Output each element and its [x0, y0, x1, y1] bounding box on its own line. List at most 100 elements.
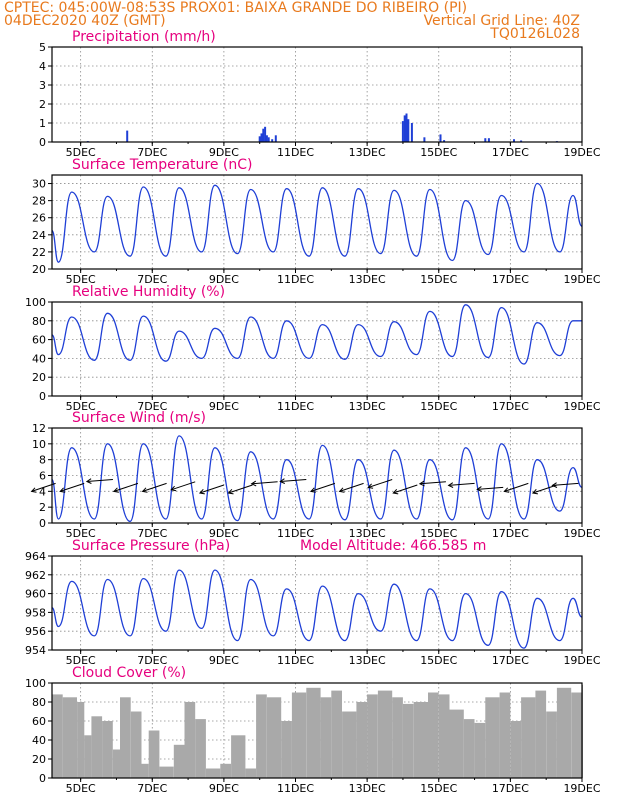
y-tick-label: 80	[32, 315, 46, 328]
cloud-cover-bar	[510, 721, 522, 778]
cloud-cover-bar	[331, 690, 342, 778]
panel-title-wind: Surface Wind (m/s)	[72, 410, 206, 426]
header-date: 04DEC2020 40Z (GMT)	[4, 13, 166, 29]
cloud-cover-bar	[256, 694, 267, 778]
wind-arrow-head	[250, 480, 257, 487]
y-tick-label: 0	[39, 517, 46, 530]
y-tick-label: 0	[39, 136, 46, 149]
rh-series-line	[51, 304, 582, 365]
precip-bar	[484, 138, 487, 142]
cloud-cover-bar	[556, 687, 572, 779]
precip-bar	[264, 126, 267, 142]
cloud-cover-bar	[206, 768, 221, 778]
x-tick-label: 5DEC	[66, 654, 96, 667]
wind-arrow-head	[170, 485, 177, 492]
y-tick-label: 956	[25, 625, 46, 638]
y-tick-label: 20	[32, 263, 46, 276]
wind-arrow-shaft	[339, 482, 364, 492]
cloud-cover-bar	[535, 690, 547, 778]
wind-arrow-shaft	[419, 481, 446, 485]
cloud-cover-bar	[266, 697, 282, 779]
y-tick-label: 2	[39, 501, 46, 514]
wind-arrow-shaft	[477, 486, 504, 490]
precip-bar	[262, 128, 265, 142]
x-tick-label: 13DEC	[349, 654, 386, 667]
panel-annotation-press: Model Altitude: 466.585 m	[300, 538, 486, 554]
cloud-cover-bar	[342, 711, 357, 778]
y-tick-label: 964	[25, 550, 46, 563]
wind-arrow-head	[227, 488, 234, 495]
cloud-cover-bar	[220, 763, 231, 779]
cloud-cover-bar	[77, 702, 85, 778]
header-grid-note: Vertical Grid Line: 40Z	[424, 13, 580, 29]
wind-arrow-head	[338, 487, 345, 493]
x-tick-label: 5DEC	[66, 273, 96, 286]
cloud-cover-bar	[141, 763, 149, 779]
cloud-cover-bar	[159, 766, 174, 778]
cloud-cover-bar	[281, 721, 292, 778]
x-tick-label: 7DEC	[137, 146, 167, 159]
cloud-cover-bar	[413, 702, 428, 778]
wind-arrow-shaft	[310, 482, 336, 492]
x-tick-label: 9DEC	[209, 782, 239, 795]
y-tick-label: 12	[32, 422, 46, 435]
wind-arrow-head	[367, 483, 374, 489]
cloud-cover-bar	[62, 697, 77, 779]
cloud-cover-bar	[184, 702, 196, 778]
wind-series-line	[51, 435, 583, 523]
y-tick-label: 20	[32, 371, 46, 384]
cloud-cover-bar	[402, 703, 414, 778]
precip-bar	[260, 133, 263, 142]
y-tick-label: 20	[32, 753, 46, 766]
x-tick-label: 11DEC	[277, 400, 314, 413]
wind-arrow-head	[447, 482, 454, 488]
x-tick-label: 15DEC	[420, 782, 457, 795]
y-tick-label: 10	[32, 438, 46, 451]
cloud-cover-bar	[120, 697, 131, 779]
precip-bar	[265, 135, 268, 142]
wind-arrow-head	[309, 487, 316, 493]
panel-title-precip: Precipitation (mm/h)	[72, 29, 216, 45]
wind-arrow-head	[59, 487, 66, 493]
precip-bar	[274, 135, 277, 142]
wind-arrow-shaft	[368, 479, 393, 488]
wind-arrow-shaft	[199, 484, 225, 494]
cloud-cover-bar	[485, 697, 500, 779]
precip-bar	[423, 137, 426, 143]
x-tick-label: 19DEC	[563, 400, 600, 413]
header-line1: CPTEC: 045:00W-08:53S PROX01: BAIXA GRAN…	[4, 0, 467, 16]
x-tick-label: 7DEC	[137, 273, 167, 286]
y-tick-label: 26	[32, 212, 46, 225]
y-tick-label: 6	[39, 470, 46, 483]
panel-temp: Surface Temperature (nC) 20 22 24 26 28 30 5DEC…	[32, 157, 601, 286]
precip-bar	[403, 115, 406, 142]
panel-title-rh: Relative Humidity (%)	[72, 284, 225, 300]
cloud-cover-bar	[112, 749, 121, 778]
panel-wind: Surface Wind (m/s) 0 2 4 6 8 10 12 5DEC 7DEC 9DEC 1…	[30, 410, 601, 540]
x-tick-label: 19DEC	[563, 782, 600, 795]
x-tick-label: 11DEC	[277, 146, 314, 159]
cloud-cover-bar	[546, 711, 557, 778]
x-tick-label: 13DEC	[349, 400, 386, 413]
x-tick-label: 7DEC	[137, 782, 167, 795]
press-series-line	[51, 569, 583, 649]
y-tick-label: 0	[39, 772, 46, 785]
wind-arrow-shaft	[532, 484, 558, 494]
wind-arrow-head	[85, 478, 92, 484]
wind-arrow-head	[30, 487, 37, 493]
panel-title-press: Surface Pressure (hPa)	[72, 538, 230, 554]
cloud-cover-bar	[130, 711, 142, 778]
cloud-cover-bar	[377, 690, 393, 778]
wind-arrow-head	[112, 487, 119, 493]
x-tick-label: 13DEC	[349, 273, 386, 286]
cloud-cover-bar	[195, 719, 206, 778]
panel-frame-cloud	[51, 682, 583, 779]
x-tick-label: 19DEC	[563, 654, 600, 667]
cloud-cover-bar	[449, 709, 464, 778]
x-tick-label: 19DEC	[563, 527, 600, 540]
x-tick-label: 9DEC	[209, 654, 239, 667]
cloud-cover-bar	[84, 735, 92, 779]
cloud-cover-bar	[245, 768, 257, 778]
wind-arrow-shaft	[448, 482, 475, 486]
y-tick-label: 80	[32, 696, 46, 709]
